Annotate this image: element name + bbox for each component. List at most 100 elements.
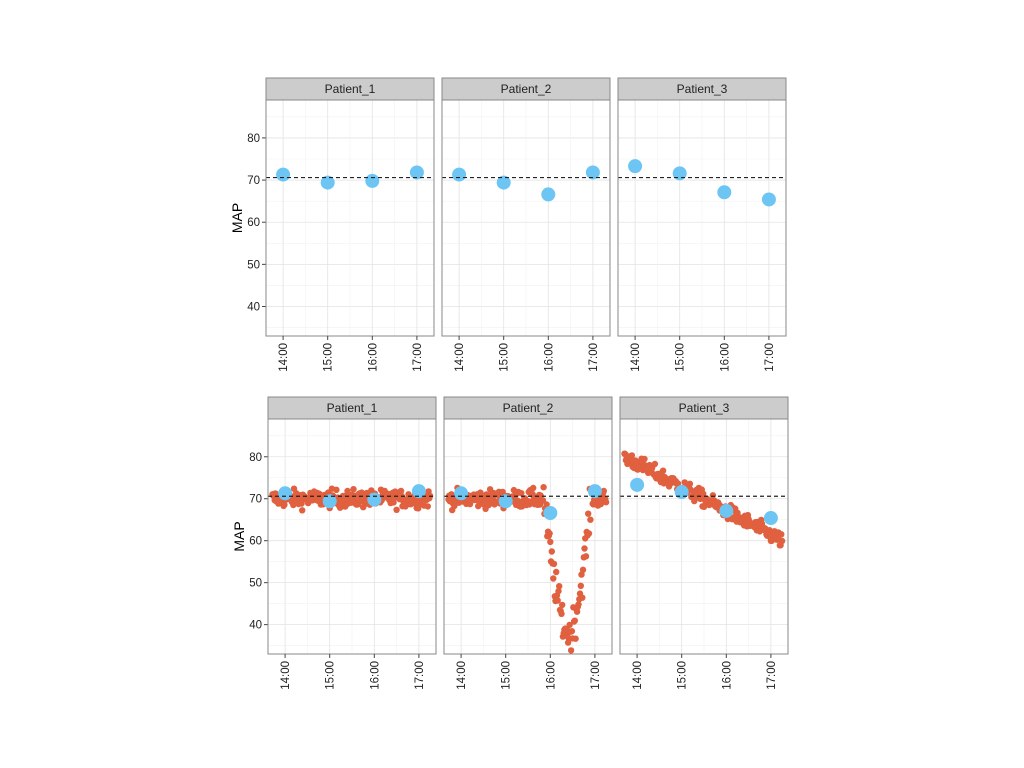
- minute-point: [681, 479, 688, 486]
- hourly-point: [409, 165, 424, 180]
- y-axis-label: MAP: [231, 521, 247, 551]
- minute-point: [555, 587, 562, 595]
- hourly-points: [454, 484, 602, 520]
- minute-point: [585, 530, 593, 537]
- panel-patient-1: Patient_1 14:00 15:00 16:00 17:00: [265, 77, 435, 372]
- minute-point: [299, 507, 306, 514]
- minute-point: [546, 530, 553, 537]
- panel-patient-2: Patient_2 14:00 15:00 16:00 17:00: [443, 396, 613, 690]
- panel-border: [441, 99, 611, 337]
- facet-strip-label: Patient_1: [327, 401, 378, 415]
- hourly-point: [276, 167, 291, 182]
- panel-patient-1: Patient_1 14:00 15:00 16:00 17:00: [267, 396, 437, 690]
- x-tick-label: 16:00: [367, 343, 379, 372]
- hourly-point: [763, 511, 778, 526]
- x-tick-label: 15:00: [677, 661, 689, 690]
- facet-strip-label: Patient_3: [677, 82, 728, 96]
- minute-point: [575, 601, 582, 608]
- minute-point: [333, 486, 340, 493]
- minute-point: [477, 489, 484, 496]
- minute-point: [573, 608, 581, 615]
- minute-point: [778, 531, 785, 538]
- hourly-points: [452, 165, 600, 202]
- x-tick-label: 17:00: [764, 343, 776, 372]
- minute-point: [579, 594, 586, 601]
- x-tick-label: 17:00: [590, 661, 602, 690]
- x-tick-label: 15:00: [323, 343, 335, 372]
- x-tick-label: 17:00: [588, 343, 600, 372]
- hourly-point: [630, 477, 645, 492]
- hourly-point: [367, 492, 382, 507]
- y-tick-label: 60: [249, 536, 262, 548]
- hourly-point: [452, 167, 467, 182]
- x-tick-label: 15:00: [499, 343, 511, 372]
- y-tick-label: 80: [247, 133, 260, 145]
- hourly-point: [496, 175, 511, 190]
- hourly-point: [628, 159, 643, 174]
- minute-point: [475, 502, 482, 510]
- minute-point: [558, 610, 565, 617]
- minute-point: [585, 510, 592, 517]
- minute-point: [602, 499, 610, 506]
- minute-point: [578, 571, 585, 578]
- x-tick-label: 17:00: [766, 661, 778, 690]
- y-tick-label: 80: [249, 452, 262, 464]
- hourly-point: [454, 486, 469, 501]
- minute-point: [567, 647, 575, 654]
- minute-point: [581, 545, 588, 552]
- hourly-point: [322, 494, 337, 509]
- grid: [442, 100, 610, 336]
- minute-point: [518, 490, 525, 497]
- minute-point: [778, 537, 786, 545]
- minute-point: [568, 628, 576, 635]
- panel-patient-3: Patient_3 14:00 15:00 16:00 17:00: [619, 396, 789, 690]
- minute-point: [600, 487, 607, 495]
- panel-patient-2: Patient_2 14:00 15:00 16:00 17:00: [441, 77, 611, 372]
- x-tick-label: 16:00: [719, 343, 731, 372]
- y-tick-label: 50: [247, 259, 260, 271]
- minute-point: [566, 621, 573, 629]
- hourly-point: [717, 185, 732, 200]
- minute-point: [539, 497, 547, 504]
- minute-point: [659, 467, 667, 474]
- y-tick-label: 70: [247, 175, 260, 187]
- hourly-point: [585, 165, 600, 180]
- y-tick-label: 70: [249, 494, 262, 506]
- grid: [266, 100, 434, 336]
- minute-point: [550, 560, 558, 568]
- hourly-point: [498, 494, 513, 509]
- hourly-point: [541, 187, 556, 202]
- minute-point: [543, 501, 550, 508]
- x-tick-label: 16:00: [369, 661, 381, 690]
- minute-point: [350, 486, 357, 493]
- minute-point: [641, 455, 648, 463]
- minute-point: [547, 538, 554, 546]
- facet-strip-label: Patient_2: [503, 401, 554, 415]
- x-tick-label: 14:00: [454, 343, 466, 372]
- panel-patient-3: Patient_3 14:00 15:00 16:00 17:00: [617, 77, 787, 372]
- hourly-point: [320, 175, 335, 190]
- chart-hourly: MAP 40 50 60 70 80 Patient_1 14:00 15:00 16:00 17:…: [229, 77, 787, 372]
- x-tick-label: 16:00: [543, 343, 555, 372]
- hourly-point: [411, 484, 426, 499]
- hourly-point: [674, 485, 689, 500]
- panel-border: [617, 99, 787, 337]
- minute-point: [571, 617, 578, 624]
- minute-point: [651, 460, 659, 468]
- x-tick-label: 16:00: [721, 661, 733, 690]
- chart-minute-and-hourly: MAP 40 50 60 70 80 Patient_1 14:00 15:00 16:00 17:…: [231, 396, 789, 690]
- x-tick-label: 15:00: [675, 343, 687, 372]
- minute-point: [709, 492, 717, 499]
- grid: [444, 419, 612, 654]
- minute-point: [628, 452, 636, 459]
- minute-point: [540, 484, 547, 491]
- hourly-points: [278, 484, 426, 509]
- x-tick-label: 15:00: [501, 661, 513, 690]
- minute-point: [579, 566, 587, 573]
- minute-point: [686, 480, 694, 487]
- x-tick-label: 14:00: [632, 661, 644, 690]
- facet-strip-label: Patient_1: [325, 82, 376, 96]
- minute-point: [559, 601, 566, 609]
- minute-point: [281, 501, 288, 508]
